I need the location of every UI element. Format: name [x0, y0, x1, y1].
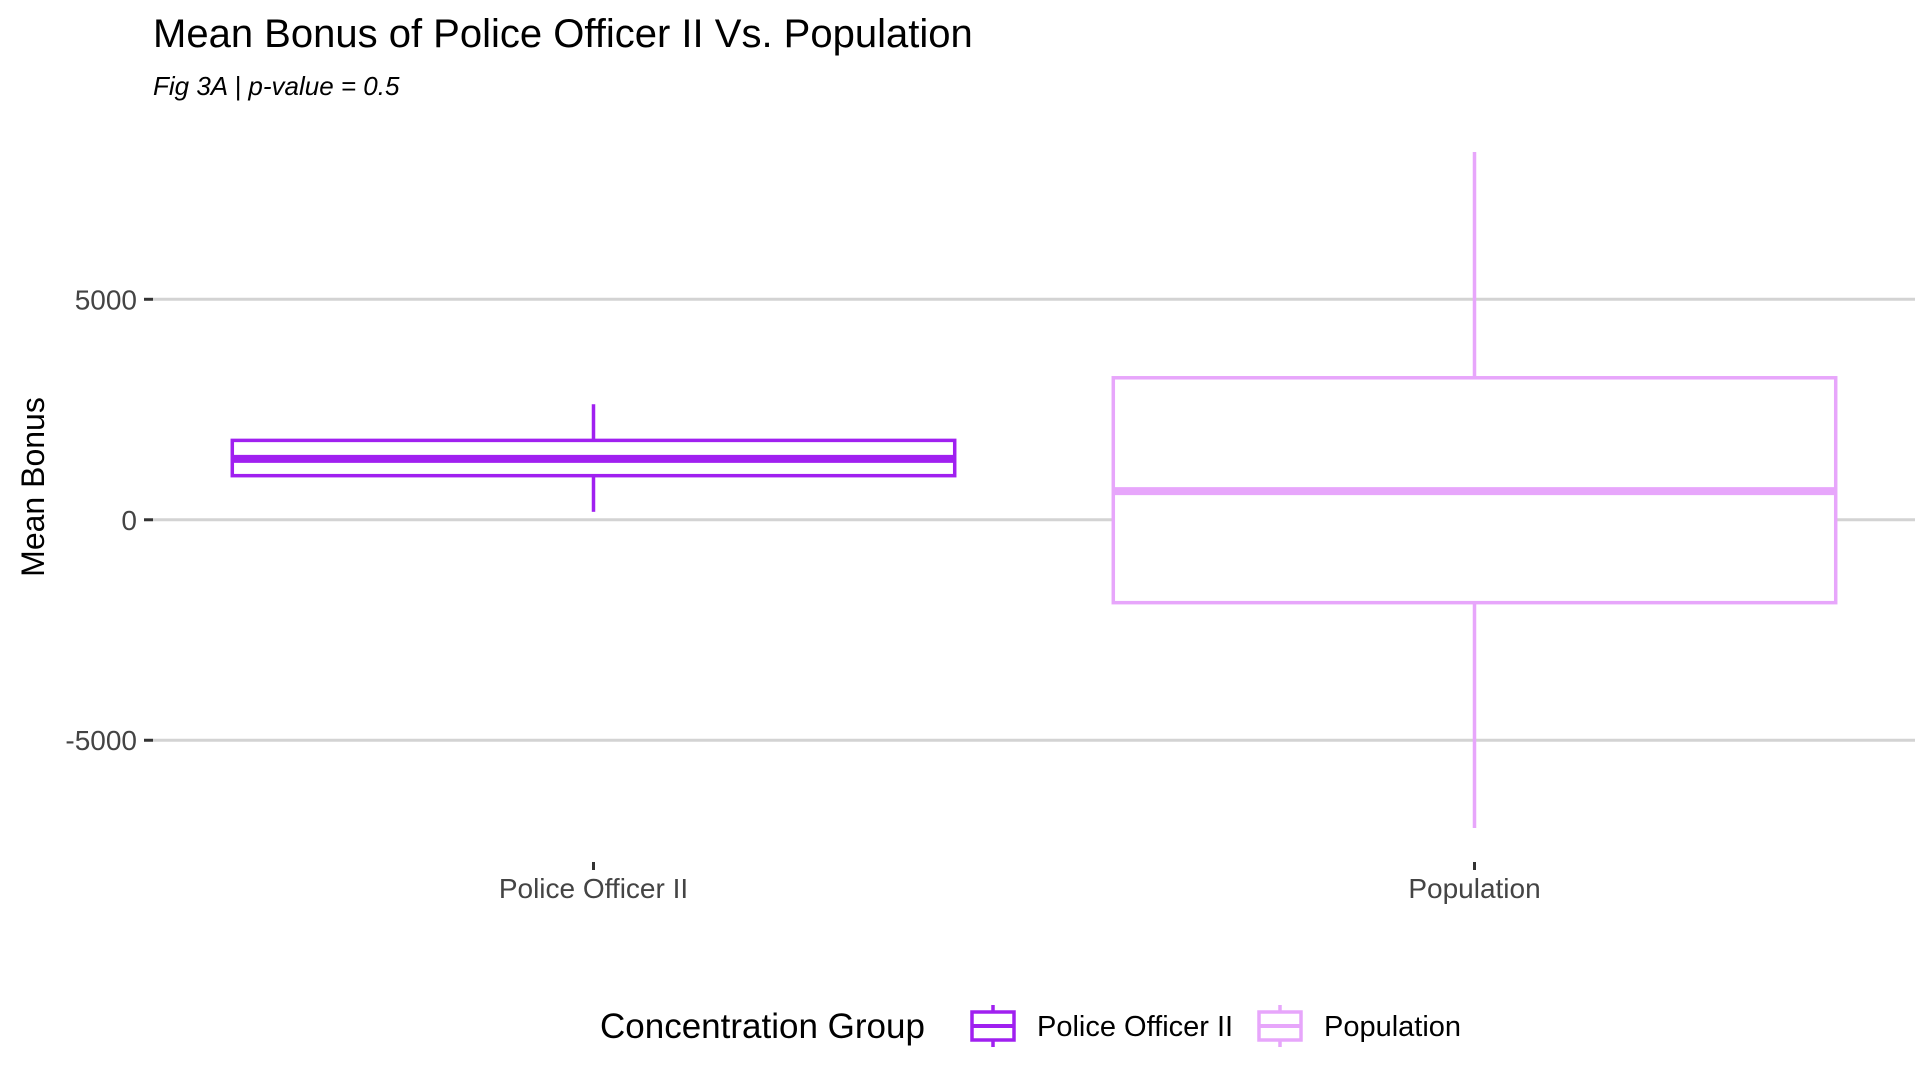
boxplot: [1111, 152, 1838, 828]
plot-area: [230, 152, 1838, 828]
y-axis: -5000 0 5000: [65, 284, 153, 756]
legend-key: [1257, 1005, 1303, 1047]
legend-label: Police Officer II: [1037, 1011, 1233, 1043]
y-tick-label: 5000: [75, 284, 137, 315]
legend-label: Population: [1324, 1011, 1461, 1043]
boxplot: [230, 404, 957, 512]
y-tick-label: 0: [121, 505, 137, 536]
chart-subtitle: Fig 3A | p-value = 0.5: [153, 71, 400, 101]
x-axis: Police Officer II Population: [499, 862, 1541, 904]
chart-title: Mean Bonus of Police Officer II Vs. Popu…: [153, 12, 973, 56]
legend: Concentration Group Police Officer II Pop…: [600, 1005, 1461, 1047]
legend-title: Concentration Group: [600, 1007, 925, 1046]
legend-key: [970, 1005, 1016, 1047]
y-tick-label: -5000: [65, 725, 137, 756]
x-tick-label: Population: [1408, 873, 1540, 904]
y-axis-title: Mean Bonus: [15, 397, 51, 577]
x-tick-label: Police Officer II: [499, 873, 688, 904]
